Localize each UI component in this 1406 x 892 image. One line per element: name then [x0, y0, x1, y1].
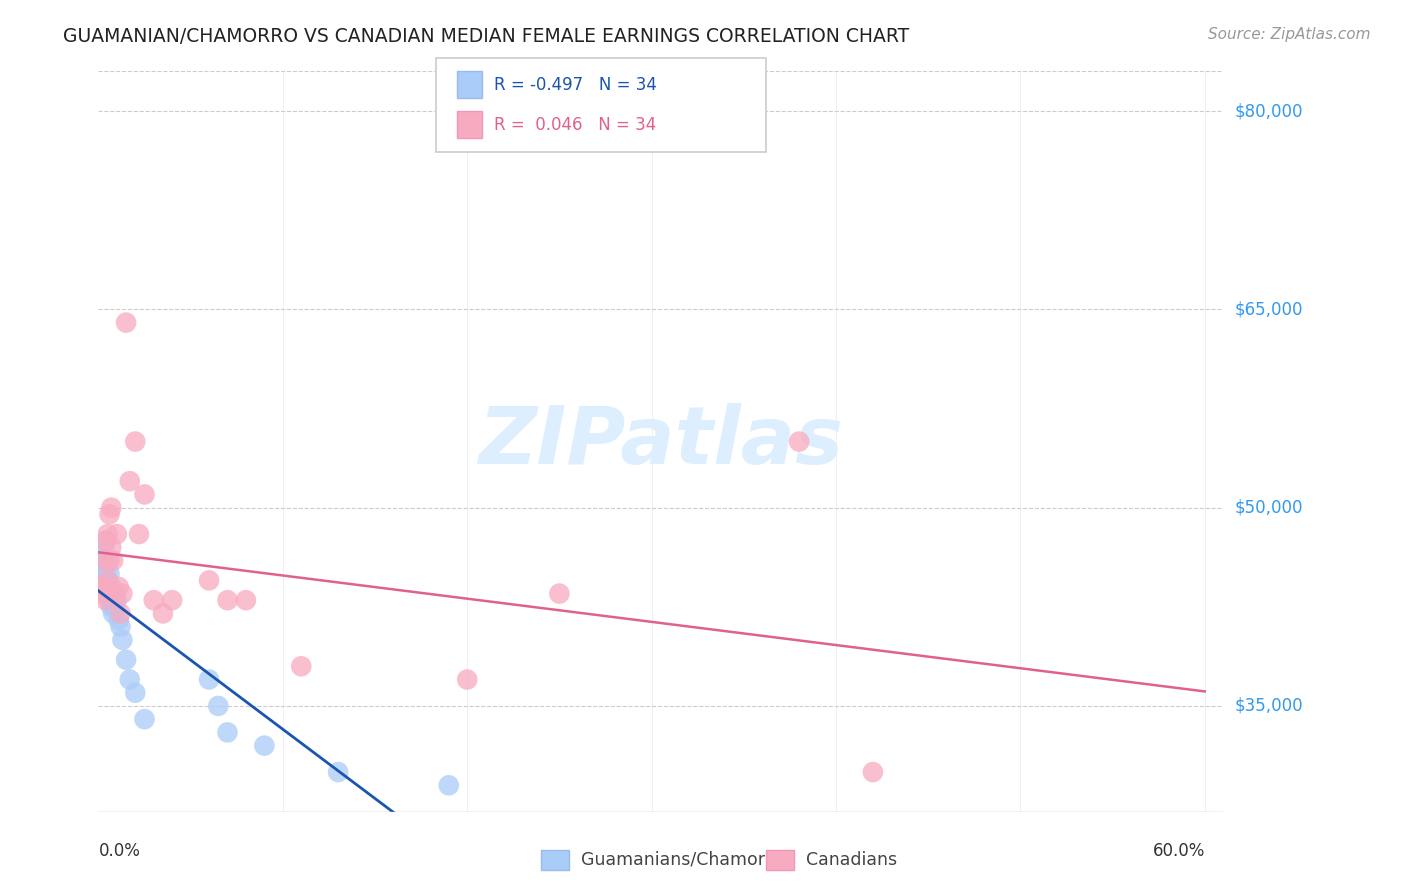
Point: [105, 527, 128, 541]
Point: [115, 653, 138, 667]
Point: [124, 434, 146, 449]
Point: [110, 619, 132, 633]
Point: [124, 686, 146, 700]
Point: [548, 586, 571, 600]
Point: [94, 593, 117, 607]
Point: [152, 607, 174, 621]
Text: Canadians: Canadians: [806, 851, 897, 869]
Point: [93, 541, 115, 555]
Point: [787, 434, 810, 449]
Point: [107, 613, 129, 627]
Point: [134, 712, 156, 726]
Text: $35,000: $35,000: [1234, 697, 1303, 715]
Text: $50,000: $50,000: [1234, 499, 1303, 516]
Text: $65,000: $65,000: [1234, 301, 1303, 318]
Point: [198, 574, 221, 588]
Point: [101, 593, 124, 607]
Point: [94, 566, 117, 581]
Point: [160, 593, 183, 607]
Point: [111, 632, 134, 647]
Point: [91, 566, 114, 581]
Point: [101, 553, 124, 567]
Point: [862, 765, 884, 780]
Point: [100, 586, 122, 600]
Point: [253, 739, 276, 753]
Point: [217, 593, 239, 607]
Point: [217, 725, 239, 739]
Text: ZIPatlas: ZIPatlas: [478, 402, 844, 481]
Point: [115, 316, 138, 330]
Point: [105, 593, 128, 607]
Point: [93, 553, 115, 567]
Point: [104, 599, 127, 614]
Point: [101, 607, 124, 621]
Text: GUAMANIAN/CHAMORRO VS CANADIAN MEDIAN FEMALE EARNINGS CORRELATION CHART: GUAMANIAN/CHAMORRO VS CANADIAN MEDIAN FE…: [63, 27, 910, 45]
Point: [98, 553, 121, 567]
Text: Source: ZipAtlas.com: Source: ZipAtlas.com: [1208, 27, 1371, 42]
Point: [128, 527, 150, 541]
Point: [456, 673, 478, 687]
Point: [98, 508, 121, 522]
Point: [290, 659, 312, 673]
Text: 0.0%: 0.0%: [98, 842, 141, 860]
Point: [100, 541, 122, 555]
Point: [118, 474, 141, 488]
Point: [100, 599, 122, 614]
Point: [97, 574, 120, 588]
Point: [97, 574, 120, 588]
Text: Guamanians/Chamorros: Guamanians/Chamorros: [581, 851, 792, 869]
Point: [97, 527, 120, 541]
Point: [98, 566, 121, 581]
Point: [97, 586, 120, 600]
Point: [93, 553, 115, 567]
Point: [97, 553, 120, 567]
Point: [142, 593, 165, 607]
Text: R =  0.046   N = 34: R = 0.046 N = 34: [494, 116, 655, 134]
Point: [110, 607, 132, 621]
Point: [111, 586, 134, 600]
Point: [134, 487, 156, 501]
Text: $80,000: $80,000: [1234, 102, 1303, 120]
Point: [89, 574, 111, 588]
Point: [100, 580, 122, 594]
Point: [437, 778, 460, 792]
Point: [93, 580, 115, 594]
Point: [104, 586, 127, 600]
Text: R = -0.497   N = 34: R = -0.497 N = 34: [494, 76, 657, 94]
Point: [235, 593, 257, 607]
Point: [207, 698, 229, 713]
Point: [89, 580, 111, 594]
Point: [91, 547, 114, 561]
Text: 60.0%: 60.0%: [1153, 842, 1205, 860]
Point: [93, 560, 115, 574]
Point: [91, 586, 114, 600]
Point: [94, 553, 117, 567]
Point: [326, 765, 349, 780]
Point: [100, 500, 122, 515]
Point: [94, 533, 117, 548]
Point: [107, 580, 129, 594]
Point: [118, 673, 141, 687]
Point: [198, 673, 221, 687]
Point: [94, 533, 117, 548]
Point: [98, 593, 121, 607]
